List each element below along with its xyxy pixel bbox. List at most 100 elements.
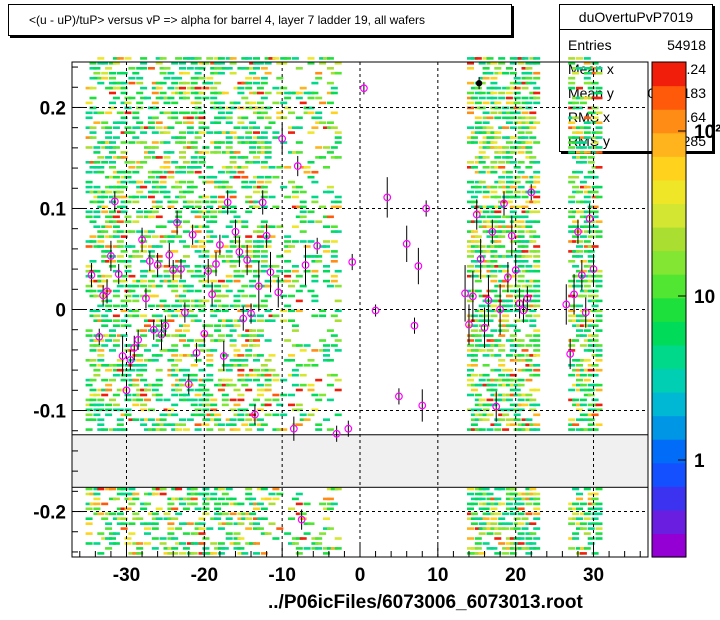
heatmap-cell [171,235,179,238]
heatmap-cell [253,502,260,506]
heatmap-cell [217,388,225,392]
heatmap-cell [194,507,202,511]
heatmap-cell [572,230,580,233]
heatmap-cell [517,512,525,516]
heatmap-cell [579,368,587,372]
heatmap-cell [529,532,537,535]
heatmap-cell [595,91,603,95]
heatmap-cell [490,230,498,233]
heatmap-cell [576,517,583,520]
heatmap-cell [576,373,583,377]
heatmap-cell [478,126,486,129]
heatmap-cell [315,71,323,75]
heatmap-cell [529,279,537,283]
heatmap-cell [198,492,206,496]
heatmap-cell [175,512,183,516]
heatmap-cell [587,428,595,431]
heatmap-cell [587,210,595,214]
heatmap-cell [467,166,474,169]
heatmap-cell [486,215,494,219]
heatmap-cell [116,220,124,223]
heatmap-cell [241,116,249,120]
heatmap-cell [214,294,222,298]
heatmap-cell [591,383,599,387]
heatmap-cell [470,131,478,134]
heatmap-cell [132,116,140,120]
heatmap-cell [490,205,498,209]
heatmap-cell [109,532,116,535]
heatmap-cell [502,151,510,154]
heatmap-cell [478,527,486,530]
heatmap-cell [132,294,140,298]
heatmap-cell [498,225,506,228]
heatmap-cell [502,71,510,75]
heatmap-cell [513,284,521,288]
heatmap-cell [151,393,159,397]
heatmap-cell [151,210,159,214]
heatmap-cell [490,141,498,144]
heatmap-cell [260,67,268,70]
profile-marker [208,290,217,299]
heatmap-cell [229,106,237,110]
heatmap-cell [233,240,241,243]
heatmap-cell [202,200,210,204]
heatmap-cell [202,151,210,154]
heatmap-cell [140,334,148,337]
heatmap-cell [315,116,323,120]
heatmap-cell [482,274,490,278]
heatmap-cell [505,185,513,189]
heatmap-cell [467,161,474,164]
heatmap-cell [101,255,109,258]
heatmap-cell [229,220,237,223]
heatmap-cell [175,334,183,337]
heatmap-cell [229,304,237,308]
heatmap-cell [482,542,490,545]
heatmap-cell [467,383,474,387]
heatmap-cell [97,284,105,288]
heatmap-cell [163,334,171,337]
heatmap-cell [179,542,186,545]
heatmap-cell [253,240,260,243]
heatmap-cell [101,319,109,322]
heatmap-cell [478,413,486,417]
colorbar-swatch [652,321,686,346]
heatmap-cell [140,329,148,332]
heatmap-cell [249,368,257,372]
heatmap-cell [198,121,206,124]
heatmap-cell [89,309,97,313]
heatmap-cell [486,245,494,248]
heatmap-cell [498,334,506,337]
heatmap-cell [155,170,163,174]
heatmap-cell [93,200,101,204]
heatmap-cell [509,250,517,253]
heatmap-cell [182,324,190,327]
heatmap-cell [482,294,490,298]
heatmap-cell [490,136,498,139]
heatmap-cell [245,329,253,332]
heatmap-cell [264,225,272,228]
heatmap-cell [249,314,257,318]
heatmap-cell [171,552,179,555]
heatmap-cell [109,497,116,501]
heatmap-cell [505,304,513,308]
heatmap-cell [179,111,186,115]
heatmap-cell [249,200,257,204]
heatmap-cell [171,497,179,501]
heatmap-cell [249,151,257,154]
heatmap-cell [101,210,109,214]
heatmap-cell [229,265,237,268]
heatmap-cell [167,71,175,75]
y-tick-label: 0.2 [40,98,66,119]
heatmap-cell [326,373,334,377]
heatmap-cell [210,215,218,219]
heatmap-cell [194,76,202,80]
heatmap-cell [591,304,599,308]
heatmap-cell [136,279,144,283]
heatmap-cell [470,552,478,555]
heatmap-cell [155,423,163,426]
heatmap-cell [482,507,490,511]
heatmap-cell [214,309,222,313]
heatmap-cell [513,111,521,115]
heatmap-cell [97,388,105,392]
heatmap-cell [326,507,334,511]
